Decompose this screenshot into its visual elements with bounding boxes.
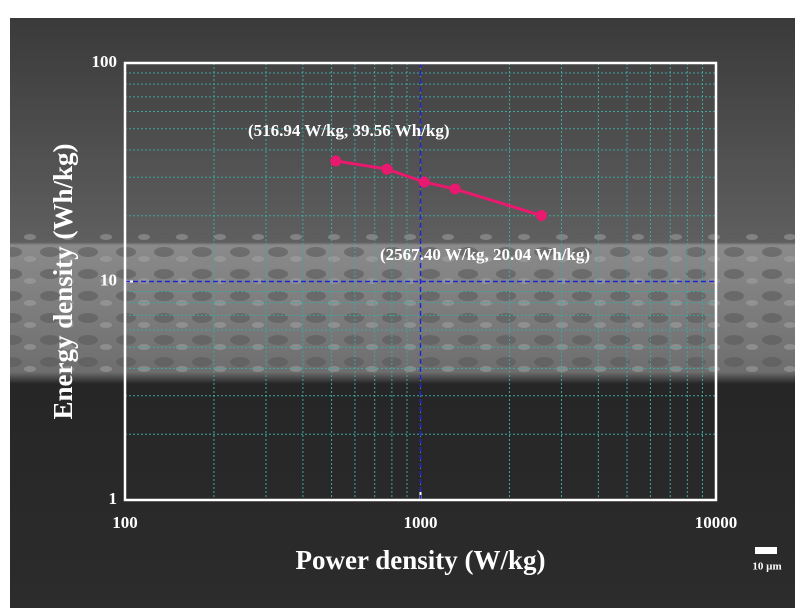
chart: 100 1000 10000 1 10 100 Power density (W/kg) En… bbox=[0, 0, 795, 608]
x-axis-title: Power density (W/kg) bbox=[296, 545, 546, 575]
x-tick-label: 10000 bbox=[695, 513, 738, 532]
annotation: (2567.40 W/kg, 20.04 Wh/kg) bbox=[380, 245, 590, 264]
y-tick-label: 100 bbox=[92, 52, 118, 71]
page: 100 1000 10000 1 10 100 Power density (W/kg) En… bbox=[0, 0, 795, 608]
y-axis-title: Energy density (Wh/kg) bbox=[48, 143, 78, 419]
x-tick-label: 100 bbox=[112, 513, 138, 532]
y-tick-label: 1 bbox=[109, 489, 118, 508]
data-point bbox=[419, 177, 430, 188]
scale-bar bbox=[755, 547, 777, 554]
data-point bbox=[536, 210, 547, 221]
annotation: (516.94 W/kg, 39.56 Wh/kg) bbox=[248, 121, 450, 140]
data-point bbox=[330, 156, 341, 167]
y-tick-label: 10 bbox=[100, 270, 117, 289]
x-tick-label: 1000 bbox=[404, 513, 438, 532]
data-point bbox=[450, 184, 461, 195]
scale-bar-label: 10 µm bbox=[752, 561, 781, 573]
data-point bbox=[381, 164, 392, 175]
